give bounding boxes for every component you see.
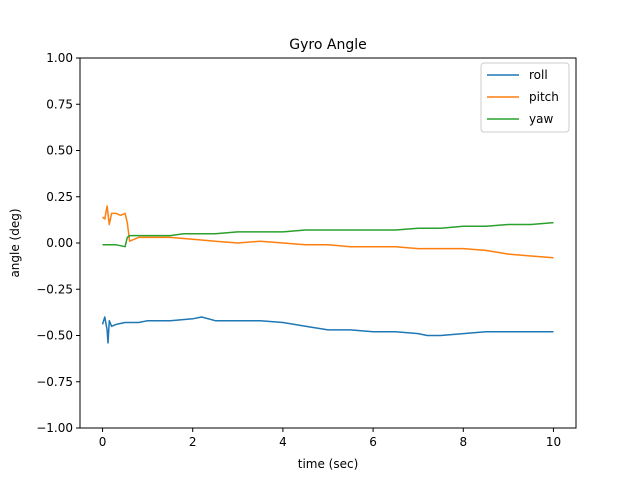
- y-tick-label: −0.75: [36, 375, 73, 389]
- y-tick-label: −0.50: [36, 329, 73, 343]
- y-tick-label: 0.00: [46, 236, 73, 250]
- y-tick-label: 1.00: [46, 51, 73, 65]
- x-tick-label: 6: [369, 435, 377, 449]
- x-axis-ticks: 0 2 4 6 8 10: [99, 428, 561, 449]
- x-tick-label: 10: [546, 435, 561, 449]
- x-tick-label: 2: [189, 435, 197, 449]
- legend-label-pitch: pitch: [529, 90, 559, 104]
- series-line-yaw: [102, 221, 554, 248]
- chart-title: Gyro Angle: [289, 37, 366, 53]
- series-line-pitch: [102, 205, 554, 259]
- x-axis-label: time (sec): [298, 457, 359, 471]
- legend-box: [480, 62, 570, 133]
- series-line-roll: [101, 316, 554, 344]
- legend-items: roll pitch yaw: [487, 68, 559, 126]
- x-tick-label: 4: [279, 435, 287, 449]
- y-axis-label: angle (deg): [8, 208, 22, 277]
- x-tick-label: 0: [99, 435, 107, 449]
- legend-label-roll: roll: [529, 68, 548, 82]
- y-axis-ticks: −1.00 −0.75 −0.50 −0.25 0.00 0.25 0.50 0.75 1.00: [36, 51, 80, 435]
- y-tick-label: 0.25: [46, 190, 73, 204]
- series-layer: [101, 205, 554, 344]
- y-tick-label: 0.75: [46, 97, 73, 111]
- x-tick-label: 8: [459, 435, 467, 449]
- legend-label-yaw: yaw: [529, 112, 553, 126]
- y-tick-label: 0.50: [46, 144, 73, 158]
- y-tick-label: −0.25: [36, 282, 73, 296]
- y-tick-label: −1.00: [36, 421, 73, 435]
- legend: roll pitch yaw: [480, 62, 570, 133]
